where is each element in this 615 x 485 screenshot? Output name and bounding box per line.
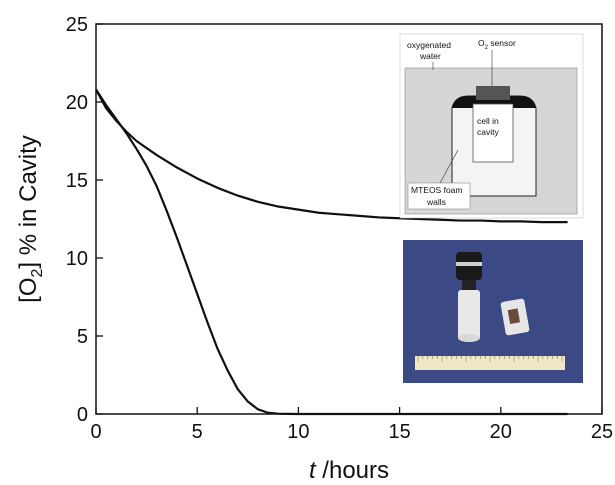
- data-series: [95, 88, 568, 416]
- foam-label-2: walls: [426, 197, 446, 207]
- x-tick-label: 20: [490, 421, 512, 443]
- photo-foam-base: [458, 334, 480, 342]
- y-tick-label: 5: [77, 326, 88, 348]
- cell-label-2: cavity: [477, 127, 499, 137]
- photo-small-cavity: [507, 308, 520, 324]
- foam-label-box: [407, 182, 471, 210]
- photo-sensor-stem: [462, 280, 476, 292]
- photo-ruler-ticks: [417, 356, 563, 362]
- water-label: oxygenated: [407, 40, 451, 50]
- photo-sensor-band: [456, 262, 482, 266]
- x-tick-label: 10: [287, 421, 309, 443]
- water-label-2: water: [419, 51, 441, 61]
- sensor-label: O2 sensor: [478, 38, 516, 51]
- foam-pointer: [439, 149, 459, 184]
- y-tick-label: 0: [77, 404, 88, 426]
- photo-foam-cylinder: [458, 290, 480, 340]
- y-axis-ticks: 0 5 10 15 20 25: [66, 14, 103, 426]
- y-tick-label: 20: [66, 92, 88, 114]
- inset-photo: [403, 240, 583, 383]
- photo-ruler: [415, 356, 565, 370]
- x-axis-ticks: 0 5 10 15 20 25: [90, 407, 613, 443]
- y-tick-label: 25: [66, 14, 88, 36]
- y-tick-label: 15: [66, 170, 88, 192]
- x-tick-label: 5: [192, 421, 203, 443]
- series-line-2: [95, 88, 568, 416]
- y-tick-label: 10: [66, 248, 88, 270]
- inset-schematic: oxygenated water O2 sensor cell in cavit…: [399, 33, 584, 219]
- cell-in-cavity: [472, 103, 514, 163]
- series-line-1: [95, 88, 568, 224]
- x-tick-label: 0: [90, 421, 101, 443]
- x-tick-label: 15: [388, 421, 410, 443]
- cell-label: cell in: [477, 116, 499, 126]
- y-axis-title: [O2] % in Cavity: [15, 135, 46, 303]
- foam-label: MTEOS foam: [411, 185, 462, 195]
- x-tick-label: 25: [591, 421, 613, 443]
- x-axis-title: t /hours: [309, 457, 389, 484]
- o2-sensor-block: [476, 86, 510, 100]
